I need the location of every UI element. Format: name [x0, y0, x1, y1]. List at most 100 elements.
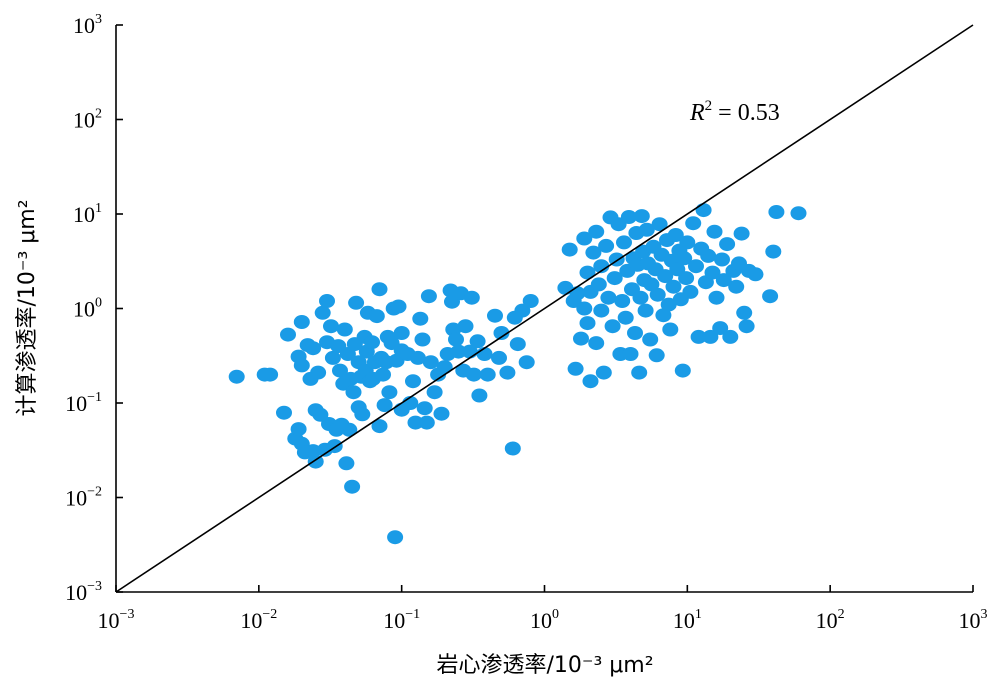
data-point	[582, 374, 599, 389]
data-point	[593, 303, 610, 318]
data-point	[305, 444, 322, 459]
data-point	[407, 415, 424, 430]
data-point	[642, 332, 659, 347]
data-point	[604, 319, 621, 334]
data-point	[436, 360, 453, 375]
data-point	[665, 279, 682, 294]
data-point	[469, 334, 486, 349]
data-point	[450, 344, 467, 359]
data-point	[345, 385, 362, 400]
data-point	[722, 329, 739, 344]
data-point	[491, 350, 507, 365]
y-axis-ticks: 10−3 10−2 10−1 100 101 102 103	[65, 12, 123, 605]
data-point	[465, 367, 482, 382]
data-point	[323, 319, 339, 334]
data-point	[338, 456, 355, 471]
data-point	[747, 267, 764, 282]
x-tick-label: 102	[816, 607, 845, 633]
data-point	[660, 297, 677, 312]
y-axis-title: 计算渗透率/10⁻³ μm²	[15, 199, 40, 416]
data-point	[719, 237, 736, 252]
data-point	[682, 284, 699, 299]
data-point	[588, 336, 605, 351]
data-point	[606, 271, 623, 286]
y-tick-label: 101	[73, 201, 102, 227]
data-point	[499, 365, 516, 380]
data-point	[620, 210, 637, 224]
data-point	[738, 319, 755, 334]
data-point	[576, 231, 593, 246]
data-point	[463, 290, 480, 305]
data-point	[305, 341, 322, 356]
data-point	[376, 398, 393, 413]
data-point	[695, 203, 712, 218]
data-point	[390, 299, 407, 314]
data-point	[762, 289, 779, 304]
reference-line	[115, 24, 974, 593]
data-point	[426, 385, 443, 400]
data-point	[676, 251, 693, 266]
data-point	[733, 226, 750, 241]
data-point	[416, 401, 433, 416]
data-points	[228, 203, 807, 545]
data-point	[579, 316, 596, 331]
data-point	[768, 205, 785, 219]
data-point	[616, 235, 632, 250]
data-point	[627, 326, 643, 340]
data-point	[595, 365, 612, 380]
data-point	[573, 331, 589, 346]
y-tick-label: 10−3	[65, 579, 102, 605]
data-point	[409, 350, 426, 365]
data-point	[728, 279, 745, 294]
data-point	[585, 245, 602, 260]
data-point	[649, 287, 666, 302]
r-squared-annotation: R2 = 0.53	[689, 98, 780, 126]
data-point	[514, 303, 531, 318]
data-point	[290, 422, 307, 437]
data-point	[651, 217, 668, 232]
data-point	[706, 224, 723, 239]
y-tick-label: 10−1	[65, 390, 102, 416]
data-point	[678, 271, 695, 286]
data-point	[690, 329, 707, 344]
y-tick-label: 10−2	[65, 485, 102, 511]
data-point	[600, 290, 617, 305]
data-point	[348, 295, 365, 310]
data-point	[561, 242, 578, 257]
data-point	[638, 222, 655, 237]
y-tick-label: 102	[73, 107, 102, 133]
data-point	[704, 265, 721, 280]
data-point	[708, 290, 725, 305]
data-point	[614, 294, 631, 308]
x-axis-title: 岩心渗透率/10⁻³ μm²	[436, 653, 653, 678]
data-point	[448, 332, 464, 347]
data-point	[790, 206, 807, 221]
data-point	[688, 259, 704, 274]
data-point	[336, 322, 353, 337]
data-point	[633, 209, 650, 224]
x-tick-label: 10−2	[240, 607, 277, 633]
data-point	[364, 335, 380, 350]
data-point	[412, 311, 429, 326]
data-point	[405, 374, 421, 389]
data-point	[685, 216, 702, 231]
data-point	[579, 265, 596, 280]
data-point	[643, 277, 660, 292]
x-axis-ticks: 10−3 10−2 10−1 100 101 102 103	[98, 585, 988, 633]
data-point	[324, 350, 341, 365]
x-tick-label: 103	[959, 607, 988, 633]
data-point	[655, 308, 672, 323]
data-point	[471, 388, 488, 403]
data-point	[667, 228, 684, 242]
data-point	[354, 407, 371, 422]
data-point	[371, 419, 388, 434]
data-point	[657, 269, 674, 284]
data-point	[319, 294, 335, 308]
data-point	[765, 244, 782, 259]
data-point	[588, 224, 605, 239]
data-point	[632, 290, 649, 305]
data-point	[344, 479, 361, 494]
data-point	[700, 248, 717, 263]
data-point	[262, 367, 279, 382]
data-point	[522, 294, 539, 308]
